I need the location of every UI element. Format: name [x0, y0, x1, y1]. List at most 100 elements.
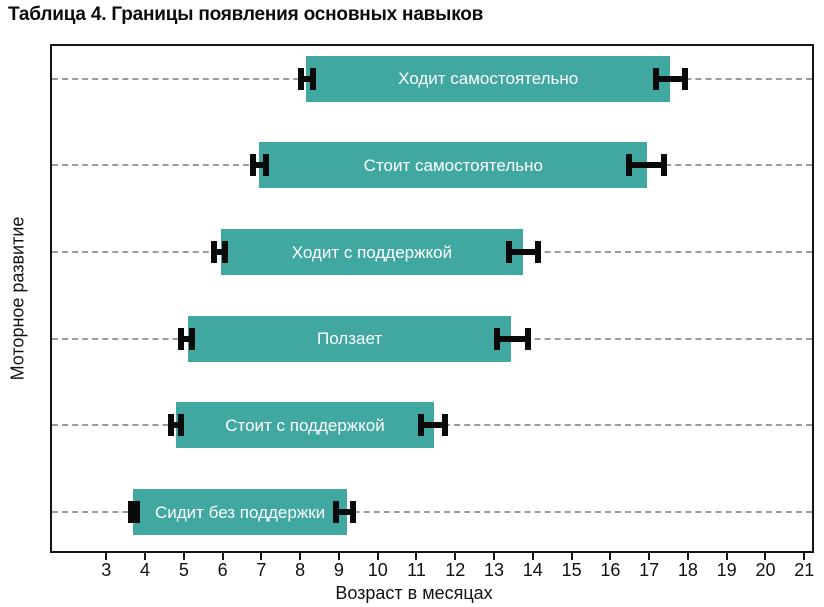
x-tick-mark [221, 551, 224, 560]
error-bar-cap [350, 501, 357, 524]
skill-bar-label: Стоит самостоятельно [363, 155, 543, 175]
skill-bar-label: Стоит с поддержкой [225, 415, 385, 435]
skill-bar: Ползает [187, 315, 512, 362]
plot-area: Ходит самостоятельно Стоит самостоятельно… [50, 44, 814, 553]
x-tick-label: 6 [217, 560, 228, 580]
error-bar-left [249, 154, 270, 177]
error-bar-right [494, 327, 531, 350]
error-bar-line [184, 335, 190, 342]
x-tick-mark [376, 551, 379, 560]
error-bar-cap [249, 154, 256, 177]
error-bar-cap [625, 154, 632, 177]
x-tick-mark [337, 551, 340, 560]
x-tick-label: 8 [295, 560, 306, 580]
error-bar-line [255, 162, 264, 169]
x-tick-label: 3 [101, 560, 112, 580]
plot-inner: Ходит самостоятельно Стоит самостоятельно… [52, 46, 812, 551]
gridline [52, 511, 812, 514]
error-bar-cap [524, 327, 531, 350]
x-tick-label: 7 [256, 560, 267, 580]
x-tick-label: 14 [522, 560, 543, 580]
error-bar-right [333, 501, 357, 524]
skill-bar: Сидит без поддержки [133, 489, 347, 536]
error-bar-line [659, 75, 682, 82]
x-axis-tick-labels: 3 4 5 6 7 8 9 10 11 12 13 14 15 16 17 18 19 20 21 [52, 560, 815, 583]
x-tick-mark [725, 551, 728, 560]
error-bar-cap [127, 501, 134, 524]
x-tick-mark [493, 551, 496, 560]
error-bar-cap [298, 67, 305, 90]
error-bar-cap [177, 414, 184, 437]
x-tick-label: 15 [561, 560, 582, 580]
x-tick-label: 19 [716, 560, 737, 580]
skill-bar: Стоит самостоятельно [259, 142, 648, 189]
x-tick-label: 11 [407, 560, 426, 580]
x-tick-label: 10 [367, 560, 388, 580]
x-tick-mark [144, 551, 147, 560]
y-axis-label: Моторное развитие [7, 216, 28, 381]
x-tick-label: 9 [333, 560, 344, 580]
error-bar-right [505, 241, 541, 264]
x-tick-label: 16 [600, 560, 621, 580]
x-tick-mark [570, 551, 573, 560]
chart-title: Таблица 4. Границы появления основных на… [8, 4, 484, 25]
error-bar-cap [441, 414, 448, 437]
error-bar-cap [681, 67, 688, 90]
error-bar-cap [178, 327, 185, 350]
error-bar-left [298, 67, 316, 90]
error-bar-left [168, 414, 184, 437]
error-bar-cap [534, 241, 541, 264]
x-tick-mark [182, 551, 185, 560]
error-bar-cap [222, 241, 229, 264]
error-bar-line [304, 75, 310, 82]
x-tick-mark [260, 551, 263, 560]
error-bar-line [174, 422, 178, 429]
error-bar-cap [653, 67, 660, 90]
error-bar-right [653, 67, 688, 90]
x-tick-mark [415, 551, 418, 560]
x-tick-mark [299, 551, 302, 560]
error-bar-left [210, 241, 229, 264]
x-axis-ticks [52, 551, 812, 561]
error-bar-cap [494, 327, 501, 350]
error-bar-left [178, 327, 196, 350]
skill-bar-label: Ползает [317, 329, 383, 349]
error-bar-right [625, 154, 667, 177]
x-tick-label: 18 [677, 560, 698, 580]
error-bar-cap [210, 241, 217, 264]
skill-bar: Стоит с поддержкой [176, 402, 434, 449]
error-bar-cap [660, 154, 667, 177]
skill-bar-label: Ходит самостоятельно [398, 69, 579, 89]
error-bar-cap [418, 414, 425, 437]
error-bar-cap [333, 501, 340, 524]
error-bar-line [631, 162, 661, 169]
x-tick-mark [105, 551, 108, 560]
error-bar-line [424, 422, 442, 429]
x-tick-mark [803, 551, 806, 560]
x-tick-label: 13 [484, 560, 505, 580]
x-tick-mark [454, 551, 457, 560]
error-bar-cap [505, 241, 512, 264]
error-bar-right [418, 414, 448, 437]
x-tick-label: 20 [755, 560, 776, 580]
error-bar-cap [133, 501, 140, 524]
error-bar-cap [168, 414, 175, 437]
error-bar-line [511, 249, 535, 256]
error-bar-cap [263, 154, 270, 177]
x-tick-label: 12 [445, 560, 466, 580]
x-tick-label: 21 [794, 560, 815, 580]
skill-bar-label: Ходит с поддержкой [291, 242, 453, 262]
x-tick-mark [531, 551, 534, 560]
x-axis-label: Возраст в месяцах [335, 583, 493, 603]
error-bar-line [216, 249, 223, 256]
error-bar-line [500, 335, 525, 342]
x-tick-label: 5 [178, 560, 189, 580]
x-tick-mark [648, 551, 651, 560]
skill-bar-label: Сидит без поддержки [154, 502, 326, 522]
x-tick-label: 4 [140, 560, 151, 580]
x-tick-mark [764, 551, 767, 560]
error-bar-left [127, 501, 140, 524]
error-bar-cap [189, 327, 196, 350]
x-tick-mark [609, 551, 612, 560]
